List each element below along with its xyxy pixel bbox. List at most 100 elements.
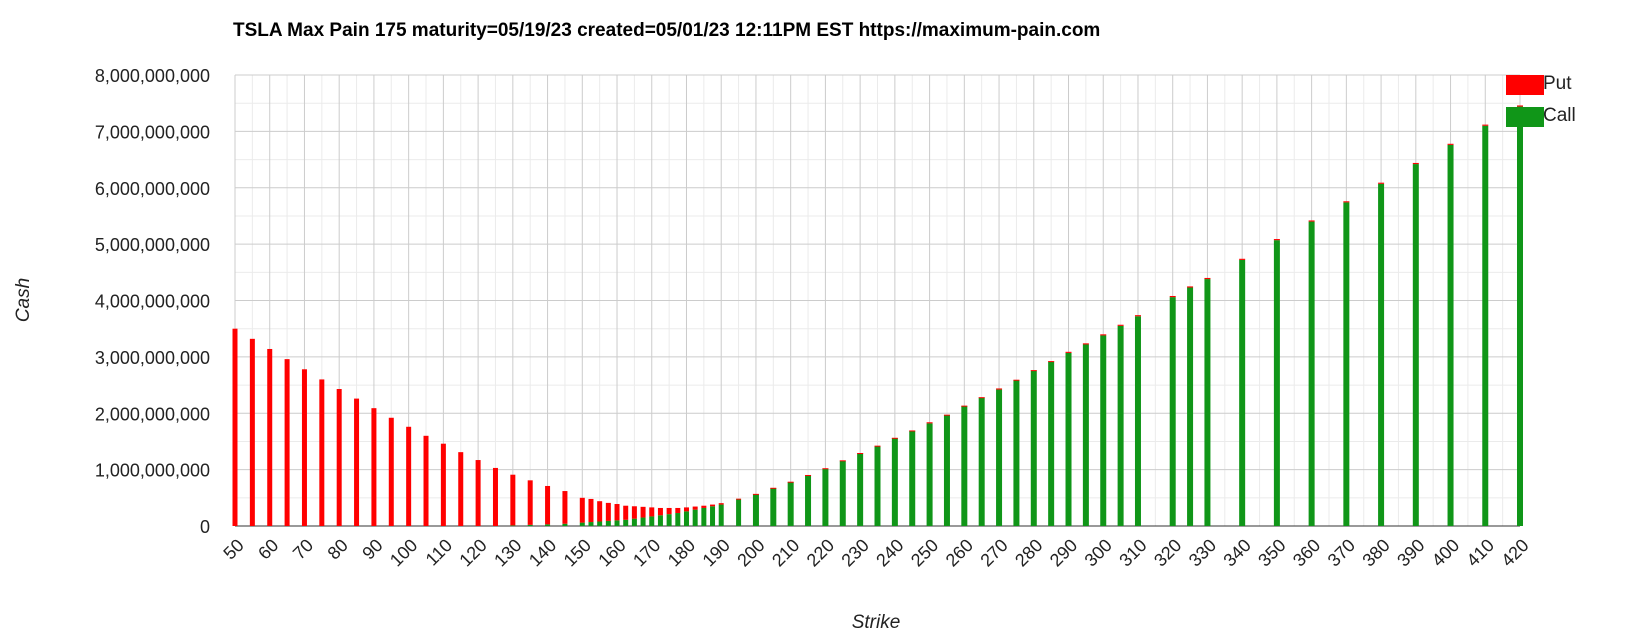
bar-put — [874, 445, 881, 447]
bar-put — [354, 398, 360, 526]
x-tick-label: 70 — [289, 535, 317, 563]
bar-put — [562, 491, 568, 524]
bar-put — [597, 501, 603, 522]
bar-call — [614, 520, 620, 526]
bar-call — [562, 523, 568, 526]
legend-label-put: Put — [1543, 73, 1572, 94]
bar-put — [640, 506, 646, 518]
bar-call — [1447, 144, 1454, 526]
bar-put — [1204, 277, 1211, 280]
bar-put — [649, 507, 655, 517]
bar-call — [1030, 370, 1037, 526]
bar-call — [1378, 183, 1385, 526]
x-axis-label: Strike — [852, 612, 901, 633]
bar-put — [891, 437, 898, 439]
bar-put — [371, 408, 377, 526]
bar-call — [510, 525, 516, 526]
bar-put — [1482, 124, 1489, 126]
bar-call — [874, 445, 881, 526]
bar-put — [440, 443, 446, 526]
x-tick-label: 250 — [907, 535, 942, 570]
x-tick-label: 270 — [976, 535, 1011, 570]
bar-put — [631, 506, 637, 519]
bar-call — [1013, 379, 1020, 526]
bar-put — [423, 435, 429, 526]
bar-put — [857, 452, 864, 454]
x-tick-label: 330 — [1185, 535, 1220, 570]
bar-put — [249, 338, 255, 526]
x-tick-label: 200 — [733, 535, 768, 570]
bar-put — [1273, 239, 1280, 241]
x-tick-label: 340 — [1220, 535, 1255, 570]
y-axis-tick-labels: 0 1,000,000,000 2,000,000,000 3,000,000,000… — [95, 66, 210, 537]
x-tick-label: 220 — [803, 535, 838, 570]
bar-put — [1065, 351, 1072, 353]
x-tick-label: 390 — [1393, 535, 1428, 570]
bar-call — [545, 524, 551, 526]
bar-call — [692, 509, 698, 526]
bar-put — [579, 497, 585, 523]
y-tick-label: 1,000,000,000 — [95, 461, 210, 481]
bar-put — [736, 498, 742, 500]
bar-put — [839, 460, 846, 462]
bar-call — [1082, 344, 1089, 526]
bar-call — [1273, 240, 1280, 526]
x-tick-label: 80 — [324, 535, 352, 563]
bar-put — [1517, 105, 1523, 107]
y-axis-label: Cash — [13, 278, 34, 322]
bar-put — [1048, 361, 1055, 363]
bar-put — [926, 422, 933, 424]
x-tick-label: 400 — [1428, 535, 1463, 570]
bar-call — [649, 516, 655, 526]
bar-put — [961, 405, 968, 407]
bar-put — [770, 487, 777, 489]
bar-put — [1169, 295, 1176, 298]
bar-put — [909, 430, 916, 432]
y-tick-label: 5,000,000,000 — [95, 235, 210, 255]
bar-put — [978, 397, 985, 399]
bar-put — [284, 359, 290, 526]
x-tick-label: 230 — [837, 535, 872, 570]
bar-put — [614, 504, 620, 521]
bar-call — [926, 423, 933, 526]
x-tick-label: 50 — [219, 535, 247, 563]
bar-put — [605, 502, 611, 521]
bar-call — [1169, 297, 1176, 526]
bar-call — [683, 511, 689, 526]
bar-put — [787, 481, 794, 483]
bar-put — [388, 417, 394, 526]
bar-call — [1187, 287, 1194, 526]
y-tick-label: 2,000,000,000 — [95, 404, 210, 424]
bar-call — [666, 514, 672, 526]
bar-call — [996, 389, 1003, 526]
y-tick-label: 0 — [200, 517, 210, 537]
bar-call — [527, 524, 533, 526]
bar-call — [710, 506, 716, 526]
legend-label-call: Call — [1543, 105, 1576, 126]
bar-call — [787, 482, 794, 526]
bar-call — [805, 475, 812, 526]
bar-put — [545, 485, 551, 525]
x-tick-label: 120 — [455, 535, 490, 570]
bar-call — [1117, 325, 1124, 526]
bar-put — [752, 493, 759, 495]
x-tick-label: 380 — [1358, 535, 1393, 570]
x-tick-label: 190 — [699, 535, 734, 570]
bar-call — [1517, 106, 1523, 526]
bar-put — [1030, 370, 1037, 372]
bar-put — [1343, 201, 1350, 203]
legend-swatch-call — [1506, 107, 1544, 127]
bar-call — [752, 494, 759, 526]
bar-call — [891, 438, 898, 526]
bar-call — [943, 414, 950, 526]
x-axis-tick-labels: 50 60 70 80 90 100 110 120 130 140 150 160 170 180 190… — [219, 535, 1532, 570]
x-tick-label: 110 — [422, 535, 456, 569]
x-tick-label: 130 — [490, 535, 525, 570]
bar-put — [710, 504, 716, 507]
chart-title: TSLA Max Pain 175 maturity=05/19/23 crea… — [233, 20, 1101, 41]
bar-put — [805, 474, 812, 476]
bar-call — [675, 513, 681, 526]
bar-put — [623, 505, 629, 520]
x-tick-label: 320 — [1150, 535, 1185, 570]
bar-put — [943, 414, 950, 416]
